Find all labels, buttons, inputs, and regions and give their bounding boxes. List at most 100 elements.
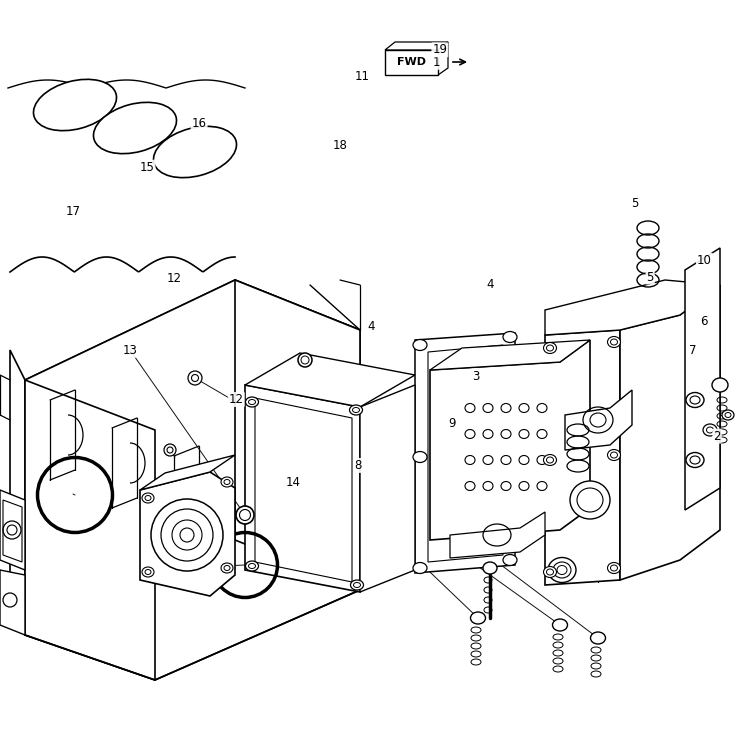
Ellipse shape [519,430,529,438]
Ellipse shape [164,444,176,456]
Polygon shape [245,385,360,592]
Text: 4: 4 [487,278,494,291]
Ellipse shape [553,619,568,631]
Polygon shape [10,350,25,635]
Text: FWD: FWD [397,57,426,67]
Ellipse shape [591,632,606,644]
Polygon shape [245,353,415,407]
Text: 13: 13 [123,344,137,357]
Polygon shape [235,280,360,590]
Ellipse shape [413,452,427,463]
Text: 14: 14 [286,476,301,489]
Ellipse shape [142,567,154,577]
Text: 9: 9 [448,417,455,430]
Ellipse shape [501,482,511,490]
Ellipse shape [503,554,517,565]
Ellipse shape [608,449,620,460]
Ellipse shape [519,482,529,490]
Polygon shape [428,345,503,562]
Ellipse shape [712,378,728,392]
Ellipse shape [686,452,704,468]
Polygon shape [415,333,515,573]
Text: 17: 17 [65,205,80,218]
Text: 1: 1 [433,56,441,69]
Ellipse shape [503,331,517,342]
Polygon shape [545,330,620,585]
Ellipse shape [501,430,511,438]
Text: 8: 8 [354,459,362,472]
Polygon shape [385,50,438,75]
Polygon shape [0,570,25,635]
Ellipse shape [548,558,576,583]
Text: 5: 5 [646,270,654,284]
Ellipse shape [537,482,547,490]
Ellipse shape [519,455,529,465]
Ellipse shape [519,403,529,413]
Ellipse shape [245,561,259,571]
Ellipse shape [413,339,427,350]
Ellipse shape [298,353,312,367]
Polygon shape [430,340,590,370]
Text: 16: 16 [192,117,207,130]
Text: 6: 6 [701,314,708,328]
Ellipse shape [483,482,493,490]
Ellipse shape [470,612,485,624]
Text: 4: 4 [368,320,375,333]
Polygon shape [25,280,360,430]
Polygon shape [385,42,448,50]
Ellipse shape [483,562,497,574]
Ellipse shape [483,430,493,438]
Polygon shape [620,285,720,580]
Ellipse shape [722,410,734,420]
Text: 7: 7 [689,344,696,357]
Polygon shape [0,490,25,570]
Text: 12: 12 [167,272,182,285]
Ellipse shape [703,424,717,436]
Text: 18: 18 [333,139,348,152]
Ellipse shape [501,403,511,413]
Ellipse shape [537,430,547,438]
Ellipse shape [142,493,154,503]
Ellipse shape [154,126,236,177]
Polygon shape [140,472,235,596]
Ellipse shape [351,580,363,590]
Polygon shape [438,42,448,75]
Text: 3: 3 [472,369,479,383]
Text: 5: 5 [632,197,639,210]
Ellipse shape [188,371,202,385]
Ellipse shape [686,392,704,408]
Ellipse shape [94,103,177,154]
Ellipse shape [501,455,511,465]
Text: 12: 12 [229,393,244,406]
Ellipse shape [151,499,223,571]
Ellipse shape [236,506,254,524]
Ellipse shape [465,482,475,490]
Text: 10: 10 [697,254,712,267]
Ellipse shape [537,403,547,413]
Ellipse shape [221,477,233,487]
Polygon shape [545,280,720,335]
Ellipse shape [349,405,363,415]
Polygon shape [25,280,360,680]
Polygon shape [25,380,155,680]
Polygon shape [255,398,352,582]
Ellipse shape [483,455,493,465]
Ellipse shape [465,430,475,438]
Polygon shape [140,455,235,490]
Ellipse shape [503,444,517,455]
Ellipse shape [245,397,259,407]
Polygon shape [360,385,415,592]
Ellipse shape [608,562,620,573]
Ellipse shape [608,336,620,347]
Ellipse shape [543,567,557,578]
Text: 11: 11 [355,70,370,84]
Ellipse shape [483,403,493,413]
Polygon shape [430,340,590,540]
Ellipse shape [221,563,233,573]
Ellipse shape [465,403,475,413]
Ellipse shape [537,455,547,465]
Polygon shape [565,390,632,450]
Ellipse shape [33,79,117,130]
Ellipse shape [465,455,475,465]
Text: 15: 15 [140,161,155,174]
